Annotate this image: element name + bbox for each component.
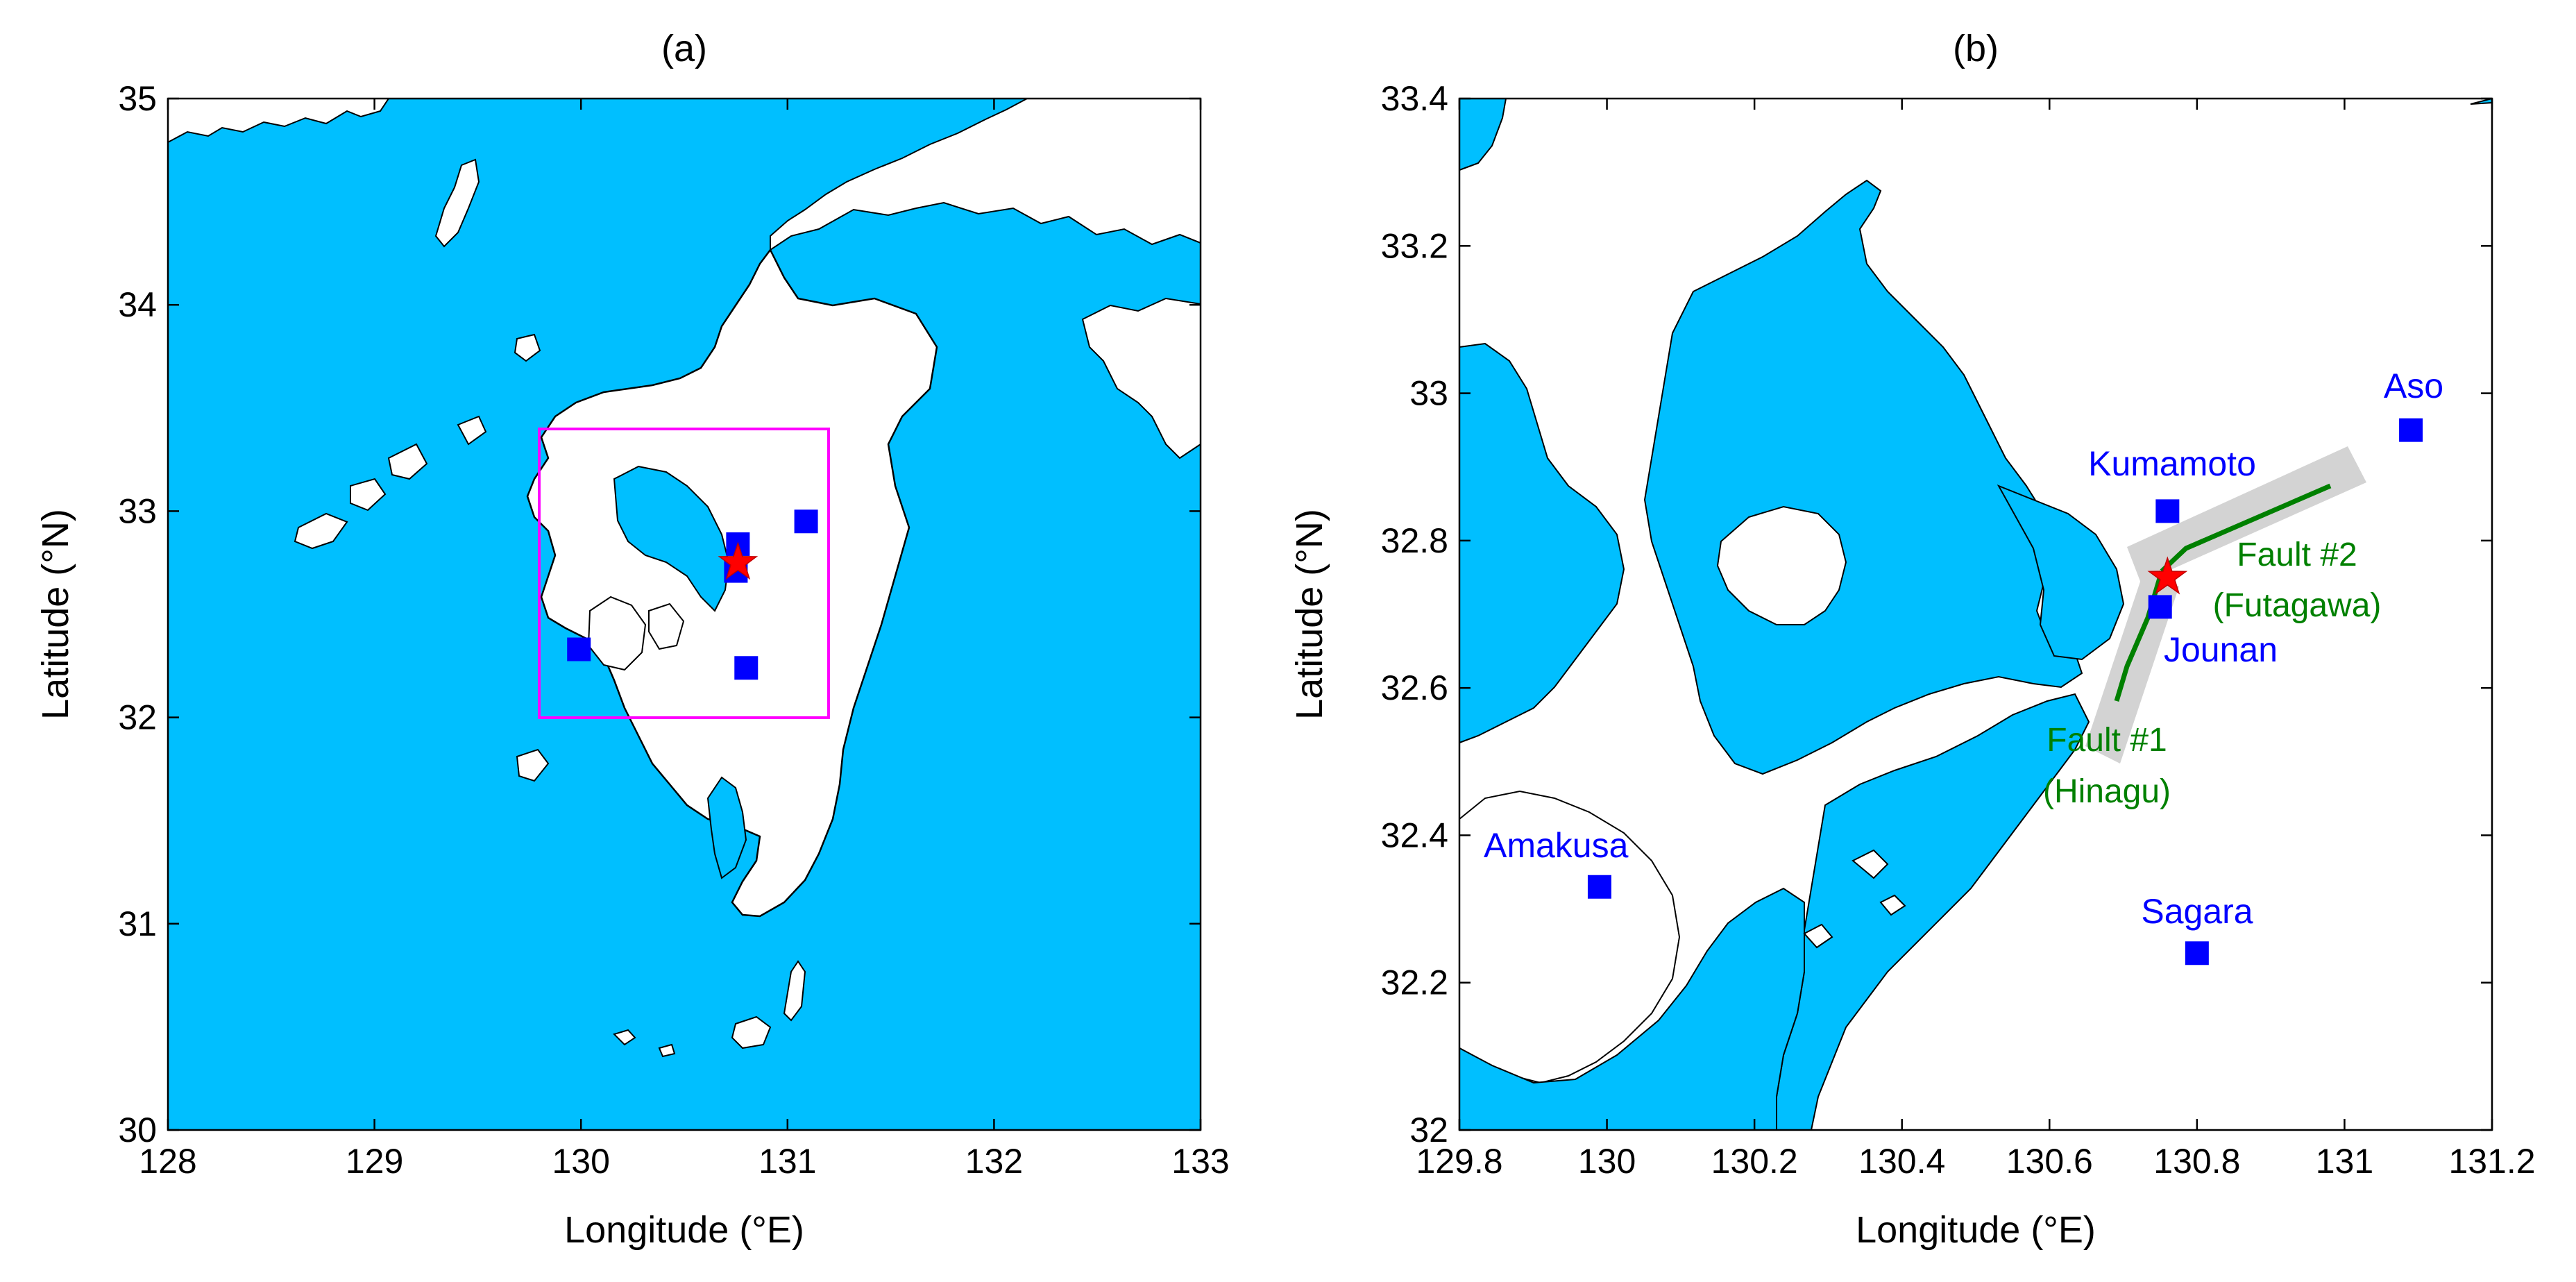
inset-region-box: [538, 428, 830, 719]
land-tanegashima: [783, 960, 806, 1022]
sea-west: [1459, 342, 1625, 744]
y-tick-label: 32.2: [1381, 963, 1448, 1002]
epicenter-star: [718, 541, 759, 580]
x-tick-label: 130.4: [1858, 1142, 1945, 1181]
x-tick-label: 131.2: [2448, 1142, 2535, 1181]
x-tick-label: 130: [1578, 1142, 1636, 1181]
panel-a-xlabel: Longitude (°E): [564, 1209, 804, 1251]
x-tick-label: 130.2: [1711, 1142, 1798, 1181]
station-label-sagara: Sagara: [2141, 892, 2253, 931]
x-tick-label: 129: [346, 1142, 403, 1181]
land-amakusa-2: [648, 602, 685, 650]
panel-a-marks: [567, 509, 818, 680]
y-tick-label: 32.8: [1381, 521, 1448, 560]
land-shikoku: [1081, 297, 1201, 459]
panel-a-ticks: 128 129 130 131 132 133 30 31 32 33 34 35: [118, 79, 1229, 1181]
panel-a-title: (a): [661, 28, 707, 69]
land-minor-1: [658, 1043, 676, 1058]
x-tick-label: 131: [2316, 1142, 2373, 1181]
panel-b-map: [1459, 99, 2492, 1130]
land-shimabara: [1716, 505, 1847, 625]
land-island-3: [1879, 894, 1906, 916]
y-tick-label: 32.6: [1381, 668, 1448, 707]
sea-south: [1459, 887, 1805, 1130]
sea-kagoshima-bay: [706, 776, 747, 879]
station-label-kumamoto: Kumamoto: [2088, 444, 2256, 483]
fault-2-label-line1: Fault #2: [2237, 537, 2357, 573]
station-marker: [567, 637, 591, 661]
y-tick-label: 33.4: [1381, 79, 1448, 118]
y-tick-label: 35: [118, 79, 157, 118]
fault-1-label-line1: Fault #1: [2047, 722, 2167, 759]
x-tick-label: 130.8: [2153, 1142, 2240, 1181]
y-tick-label: 32: [1409, 1111, 1448, 1149]
sea-top-left: [1459, 99, 1507, 171]
station-marker: [734, 656, 759, 680]
station-marker: [2148, 595, 2172, 619]
panel-b-xlabel: Longitude (°E): [1856, 1209, 2096, 1251]
panel-b-ticks: 129.8 130 130.2 130.4 130.6 130.8 131 131.2 32 32…: [1381, 79, 2536, 1181]
panel-a-ylabel: Latitude (°N): [35, 509, 76, 720]
sea-ariake-east: [1997, 484, 2125, 661]
land-island-2: [1803, 923, 1833, 949]
y-tick-label: 33: [1409, 374, 1448, 413]
sea-top-right: [2470, 99, 2492, 105]
y-tick-label: 32.4: [1381, 816, 1448, 854]
station-marker: [2185, 941, 2209, 965]
land-goto-3: [387, 443, 428, 480]
land-honshu: [770, 99, 1201, 251]
panel-a-frame: [167, 97, 1202, 1131]
x-tick-label: 130: [552, 1142, 609, 1181]
station-marker: [2155, 499, 2180, 523]
land-island-1: [1852, 849, 1889, 879]
y-tick-label: 31: [118, 904, 157, 943]
station-label-aso: Aso: [2384, 366, 2443, 405]
x-tick-label: 132: [965, 1142, 1023, 1181]
land-tsushima: [434, 158, 480, 248]
panel-a-map: [168, 99, 1201, 1130]
panel-b-marks: [1587, 418, 2423, 965]
sea-ariake: [613, 465, 730, 612]
land-korea: [168, 99, 390, 144]
fault-1-trace: [2114, 570, 2164, 702]
y-tick-label: 34: [118, 285, 157, 324]
panel-a: (a): [35, 28, 1230, 1251]
land-amakusa: [587, 596, 647, 671]
fault-2-label-line2: (Futagawa): [2213, 587, 2382, 624]
land-goto-2: [350, 478, 387, 512]
station-label-amakusa: Amakusa: [1484, 826, 1629, 865]
station-label-jounan: Jounan: [2164, 630, 2278, 669]
y-tick-label: 30: [118, 1111, 157, 1149]
panel-b-ylabel: Latitude (°N): [1289, 509, 1330, 720]
land-kyushu: [526, 248, 938, 918]
land-yakushima: [731, 1015, 772, 1049]
fault-1-label-line2: (Hinagu): [2043, 773, 2171, 810]
x-tick-label: 129.8: [1416, 1142, 1502, 1181]
panel-b-title: (b): [1953, 28, 1999, 69]
x-tick-label: 131: [759, 1142, 816, 1181]
land-iki: [514, 333, 541, 362]
x-tick-label: 130.6: [2006, 1142, 2093, 1181]
station-marker: [1587, 875, 1611, 899]
y-tick-label: 33: [118, 491, 157, 530]
land-goto-4: [457, 415, 487, 446]
y-tick-label: 33.2: [1381, 226, 1448, 265]
x-tick-label: 133: [1171, 1142, 1229, 1181]
panel-b-frame: [1458, 97, 2493, 1131]
epicenter-star: [2147, 556, 2188, 595]
land-goto-1: [294, 512, 348, 550]
station-marker: [2399, 418, 2423, 442]
x-tick-label: 128: [139, 1142, 196, 1181]
panel-b: (b): [1289, 28, 2536, 1251]
land-koshiki: [516, 748, 550, 782]
station-marker: [794, 509, 818, 534]
y-tick-label: 32: [118, 698, 157, 737]
land-kuchinoerabu: [613, 1029, 636, 1046]
